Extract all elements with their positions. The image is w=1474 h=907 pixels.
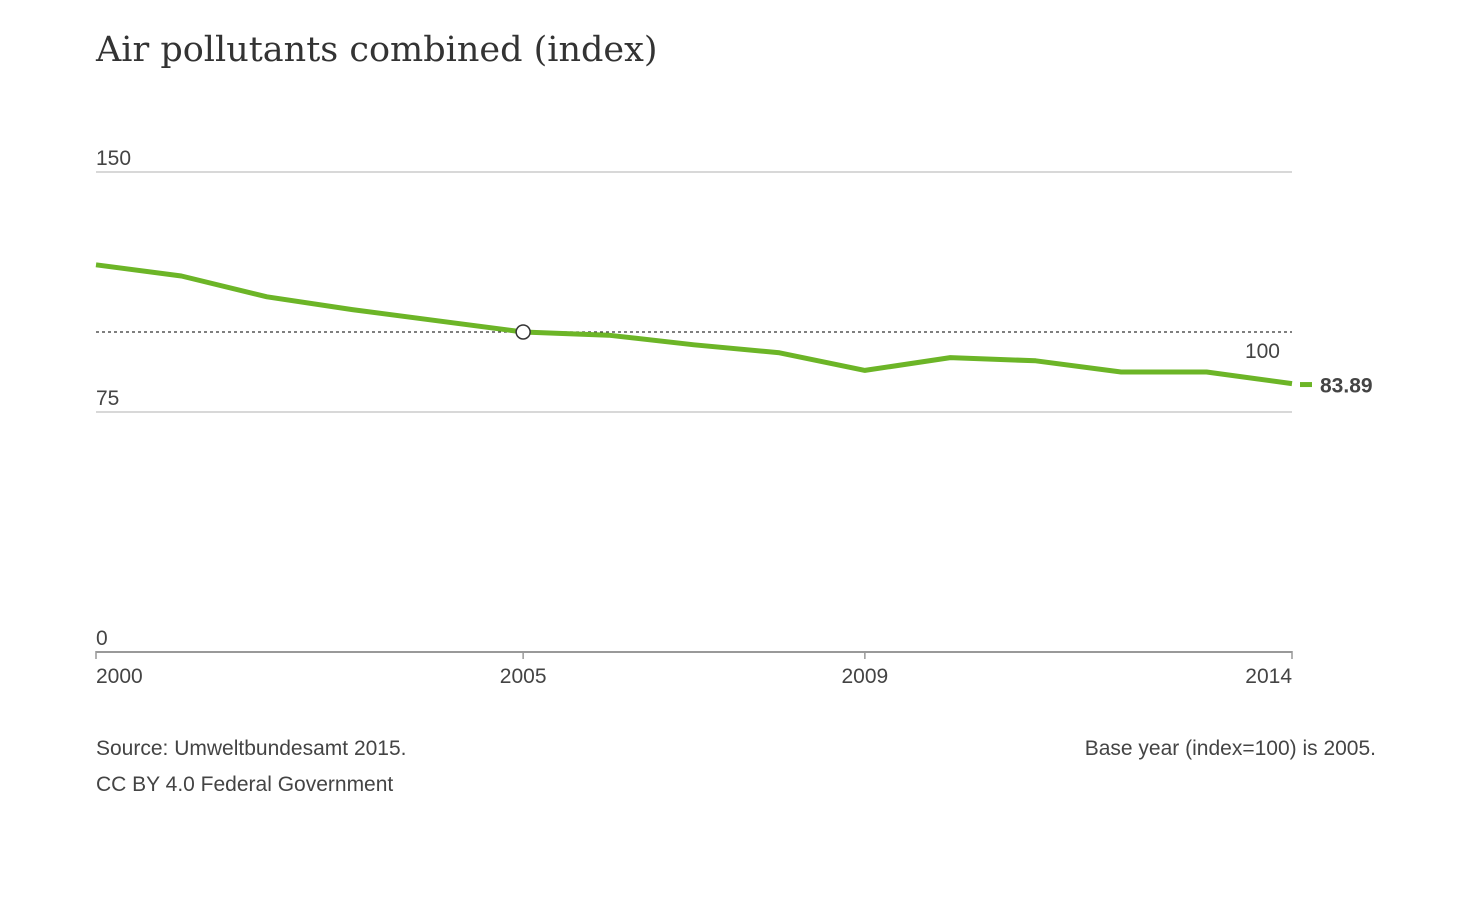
label-layer: 150 75 0 2000 2005 2009 2014 100 83.89 xyxy=(96,147,1373,688)
x-tick-label: 2005 xyxy=(500,665,547,688)
grid-layer xyxy=(95,171,1293,659)
base-year-marker xyxy=(515,324,531,340)
source-note: Source: Umweltbundesamt 2015. xyxy=(96,737,407,760)
base-year-note: Base year (index=100) is 2005. xyxy=(1084,737,1376,760)
reference-line-label: 100 xyxy=(1245,340,1280,363)
series-line xyxy=(95,262,1293,387)
x-tick-label: 2014 xyxy=(1245,665,1292,688)
chart-title: Air pollutants combined (index) xyxy=(96,30,658,70)
x-tick-label: 2009 xyxy=(841,665,888,688)
x-tick-label: 2000 xyxy=(96,665,143,688)
y-tick-label: 150 xyxy=(96,147,131,170)
end-value-label: 83.89 xyxy=(1320,375,1373,398)
y-tick-label: 75 xyxy=(96,387,119,410)
series-layer xyxy=(95,262,1312,388)
license-note: CC BY 4.0 Federal Government xyxy=(96,773,394,796)
y-tick-label: 0 xyxy=(96,627,108,650)
